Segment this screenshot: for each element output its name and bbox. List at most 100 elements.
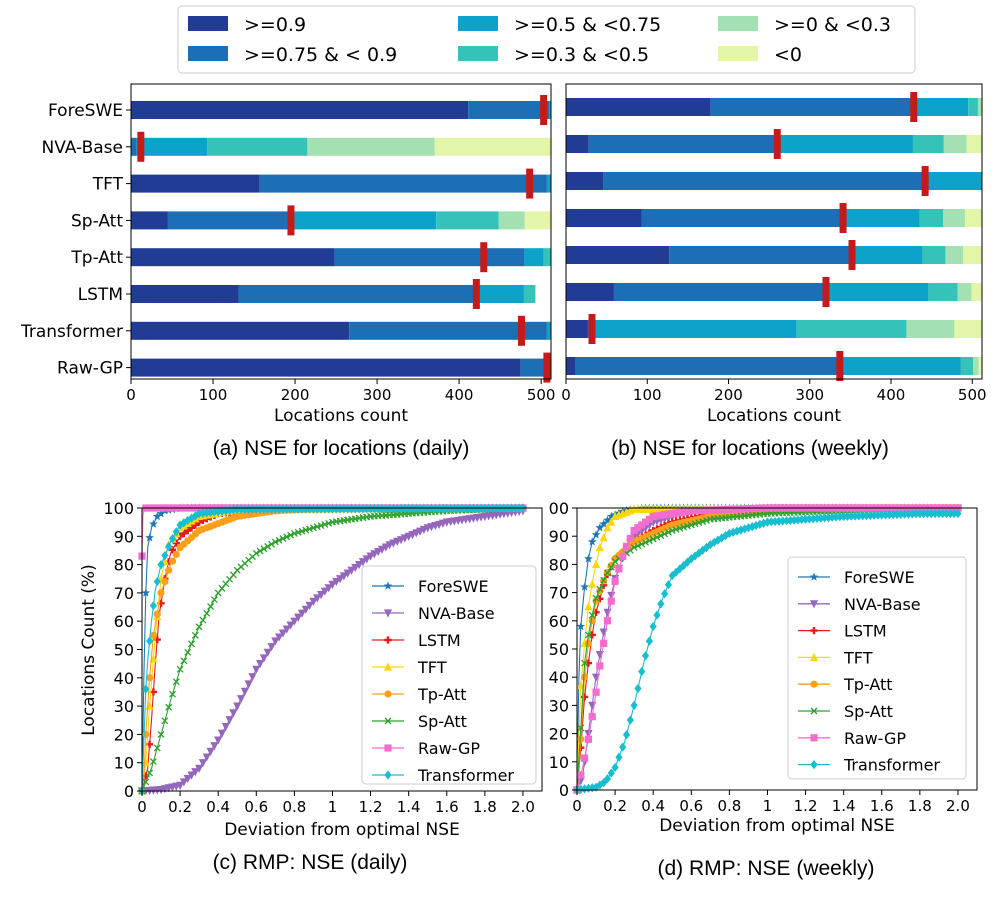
series-point: [142, 684, 150, 694]
bar-segment: [566, 283, 614, 301]
bar-segment: [957, 283, 972, 301]
bar-segment: [923, 172, 982, 190]
series-point: [317, 504, 325, 514]
panel-d-xlabel: Deviation from optimal NSE: [659, 816, 895, 836]
bar-segment: [292, 211, 437, 230]
y-tick-label: Sp-Att: [71, 211, 123, 231]
series-point: [332, 504, 340, 514]
series-point: [383, 609, 393, 618]
bar-segment: [853, 246, 923, 264]
series-point: [259, 654, 269, 663]
series-point: [370, 504, 378, 514]
series-point: [362, 555, 371, 564]
series-point: [320, 587, 329, 596]
bar-segment: [566, 98, 711, 116]
bar-segment: [977, 98, 982, 116]
series-point: [142, 778, 150, 786]
series-point: [600, 639, 608, 647]
series-point: [149, 758, 157, 766]
y-tick-label: NVA-Base: [42, 138, 123, 158]
series-point: [699, 506, 707, 514]
x-tick-label: 0: [126, 386, 136, 404]
y-tick-label: 50: [114, 641, 134, 660]
x-tick-label: 1.4: [397, 798, 421, 816]
series-point: [821, 513, 829, 523]
series-point: [191, 521, 199, 529]
series-point: [721, 531, 730, 541]
series-point: [153, 610, 161, 618]
bar-segment: [468, 101, 550, 119]
panel-b: 0 100 200 300 400 500 Locations count (b) NSE…: [561, 83, 987, 460]
series-point: [214, 736, 223, 745]
series-point: [581, 754, 589, 762]
series-point: [840, 511, 848, 522]
bar-segment: [954, 320, 982, 338]
series-point: [859, 511, 867, 521]
y-tick-label: 10: [549, 753, 569, 772]
series-point: [383, 662, 393, 671]
y-tick-label: 0: [559, 781, 569, 800]
series-point: [405, 503, 413, 514]
series-point: [931, 509, 939, 519]
panel-a-caption: (a) NSE for locations (daily): [213, 437, 470, 460]
series-point: [412, 503, 420, 514]
bar-segment: [566, 209, 642, 227]
series-point: [810, 627, 818, 635]
series-point: [916, 509, 924, 519]
series-point: [706, 506, 714, 514]
series-point: [294, 528, 302, 536]
bar-marker: [910, 92, 918, 122]
y-tick-label: 60: [114, 612, 134, 631]
series-point: [168, 557, 177, 565]
series-point: [706, 540, 714, 550]
series-point: [187, 524, 196, 532]
series-point: [619, 552, 627, 561]
legend-label: TFT: [417, 658, 447, 677]
bar-marker: [773, 129, 781, 159]
bar-segment: [913, 98, 969, 116]
series-point: [210, 742, 219, 751]
series-point: [626, 534, 634, 543]
series-point: [245, 504, 253, 514]
legend-label: LSTM: [844, 622, 887, 641]
series-point: [645, 636, 653, 646]
x-tick-label: 0.6: [244, 798, 268, 816]
x-tick-label: 2.0: [511, 798, 535, 816]
bar-segment: [131, 248, 335, 267]
bar-segment: [131, 358, 521, 377]
series-point: [248, 504, 257, 514]
series-point: [335, 575, 345, 584]
series-point: [661, 530, 669, 538]
x-tick-label: 1: [328, 798, 338, 816]
series-point: [725, 505, 733, 514]
series-point: [606, 511, 616, 521]
y-tick-label: 20: [549, 725, 569, 744]
series-point: [187, 771, 196, 780]
x-tick-label: 1: [763, 797, 773, 815]
series-point: [325, 519, 333, 527]
series-point: [607, 563, 615, 571]
y-tick-label: 100: [103, 499, 134, 518]
series-point: [218, 506, 226, 516]
series-point: [691, 507, 699, 515]
series-point: [153, 576, 161, 587]
series-point: [271, 538, 279, 546]
x-tick-label: 0.6: [679, 797, 703, 815]
series-point: [332, 577, 341, 587]
series-point: [229, 709, 238, 718]
series-point: [217, 729, 227, 738]
y-tick-label: 80: [549, 555, 569, 574]
bar-segment: [131, 137, 137, 156]
series-point: [920, 509, 928, 519]
series-point: [358, 558, 368, 567]
series-point: [301, 605, 310, 614]
legend-label: NVA-Base: [418, 604, 495, 623]
series-point: [336, 504, 344, 514]
series-point: [596, 662, 604, 670]
series-point: [297, 609, 307, 618]
series-point: [634, 683, 642, 694]
series-point: [256, 504, 264, 514]
series-point: [309, 504, 318, 514]
panel-a: ForeSWE NVA-Base TFT Sp-Att Tp-Att LSTM Transf…: [20, 83, 555, 460]
series-point: [611, 577, 619, 585]
